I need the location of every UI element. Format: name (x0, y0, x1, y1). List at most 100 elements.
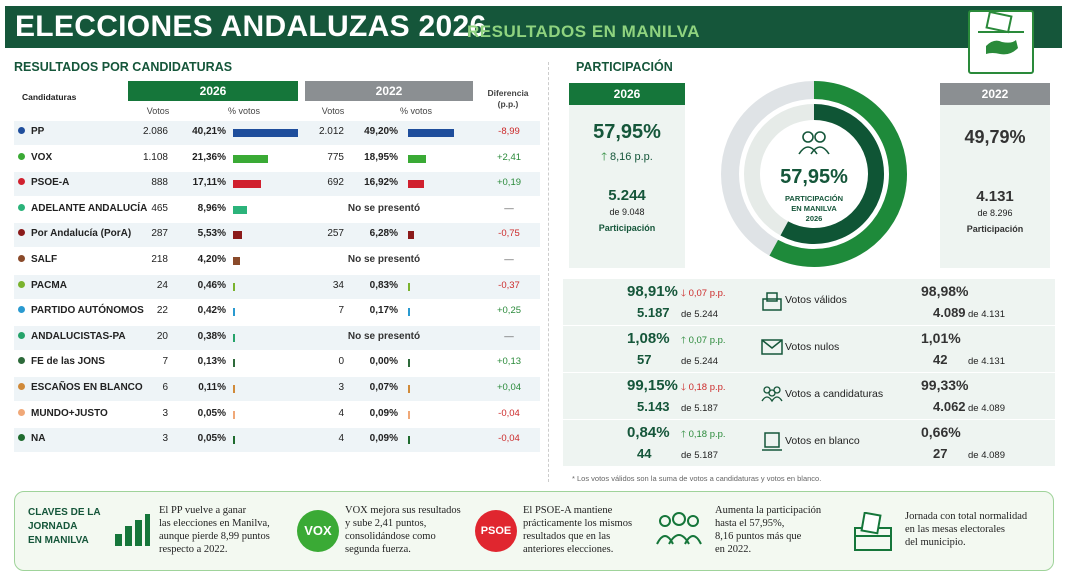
party-name: ESCAÑOS EN BLANCO (31, 382, 143, 393)
votos-2026: 218 (151, 254, 168, 265)
diferencia: +2,41 (496, 151, 522, 163)
clave-line: 8,16 puntos más que (715, 531, 802, 542)
bar-2026 (233, 333, 235, 342)
party-dot (18, 434, 25, 442)
table-row: PP 2.086 40,21% 2.012 49,20% -8,99 (14, 121, 540, 145)
bar-2022 (408, 180, 424, 189)
no-presento: No se presentó (347, 202, 421, 214)
stat-count-2026: 5.187 (637, 305, 670, 320)
party-name: SALF (31, 254, 58, 265)
bar-2026 (233, 282, 235, 291)
clave-line: VOX mejora sus resultados (345, 505, 461, 516)
party-dot (18, 357, 25, 365)
censo-2022: de 8.296 (977, 208, 1013, 218)
votos-2022: 692 (327, 177, 344, 189)
clave-line: en 2022. (715, 544, 752, 555)
party-dot (18, 203, 25, 211)
votos-2022: 4 (338, 407, 344, 419)
votos-header-2026: Votos (146, 106, 170, 116)
votos-2022: 3 (338, 382, 344, 393)
stat-delta-text: 0,18 p.p. (688, 429, 726, 440)
stat-count-2026: 5.143 (637, 399, 670, 414)
party-dot (18, 229, 25, 237)
year-2022-label: 2022 (940, 83, 1050, 105)
table-row: SALF 218 4,20% No se presentó — (14, 249, 540, 273)
pct-header-2026: % votos (227, 106, 260, 116)
participacion-delta-text: 8,16 p.p. (609, 151, 653, 163)
clave-line: y sube 2,41 puntos, (345, 518, 427, 529)
claves-panel: CLAVES DE LA JORNADA EN MANILVA El PP vu… (14, 491, 1054, 571)
people-icon (718, 130, 910, 161)
candidate-name: VOX (14, 152, 52, 163)
pct-2026: 17,11% (192, 177, 226, 189)
arrow-down-icon: 🡓 (681, 382, 689, 393)
resultados-title: RESULTADOS POR CANDIDATURAS (14, 60, 233, 74)
stat-of-2026: de 5.187 (681, 450, 718, 461)
diferencia: -8,99 (498, 126, 520, 137)
party-name: FE de las JONS (31, 356, 105, 368)
table-row: PSOE-A 888 17,11% 692 16,92% +0,19 (14, 172, 540, 197)
pct-2026: 4,20% (197, 254, 226, 265)
clave-line: consolidándose como (345, 531, 436, 542)
party-dot (18, 127, 25, 134)
table-row: ANDALUCISTAS-PA 20 0,38% No se presentó — (14, 325, 540, 350)
candidate-name: ESCAÑOS EN BLANCO (14, 382, 143, 393)
votos-2026: 3 (162, 407, 168, 419)
pct-2022: 0,09% (369, 433, 398, 445)
arrow-up-icon: 🡑 (681, 429, 689, 440)
party-name: VOX (31, 151, 53, 163)
candidate-name: ADELANTE ANDALUCÍA (14, 203, 147, 214)
donut-label-1: PARTICIPACIÓN (784, 194, 844, 203)
votos-2022: 4 (338, 433, 344, 445)
clave-line: segunda fuerza. (345, 544, 411, 555)
party-dot (18, 408, 25, 416)
party-name: PACMA (31, 279, 67, 291)
stat-delta: 🡓 0,18 p.p. (681, 380, 726, 396)
stat-of-2022: de 4.089 (968, 450, 1005, 461)
clave-line: las elecciones en Manilva, (159, 518, 270, 529)
votos-2026: 465 (151, 202, 168, 214)
party-dot (18, 152, 25, 160)
clave-text: VOX mejora sus resultados y sube 2,41 pun… (345, 504, 461, 556)
votos-2026: 2.086 (142, 126, 168, 137)
candidate-name: NA (14, 433, 45, 444)
table-row: NA 3 0,05% 4 0,09% -0,04 (14, 428, 540, 453)
pct-header-2022: % votos (399, 106, 432, 116)
votos-2026: 6 (162, 382, 168, 393)
stat-of-2026: de 5.187 (681, 403, 718, 414)
table-row: FE de las JONS 7 0,13% 0 0,00% +0,13 (14, 351, 540, 375)
votantes-2022: 4.131 (976, 188, 1014, 205)
stat-count-2022: 42 (933, 352, 948, 367)
table-row: ESCAÑOS EN BLANCO 6 0,11% 3 0,07% +0,04 (14, 377, 540, 401)
bar-2022 (408, 231, 414, 240)
votos-2022: 7 (338, 305, 344, 317)
clave-line: Jornada con total normalidad (905, 511, 1028, 522)
stat-pct-2026: 99,15% (627, 377, 678, 394)
claves-title-2: JORNADA (28, 521, 78, 532)
votos-header-2022: Votos (321, 106, 345, 116)
bar-2022 (408, 282, 410, 291)
donut-arc-inner (780, 104, 884, 244)
psoe-logo-badge: PSOE (475, 510, 517, 552)
diferencia-header: Diferencia (487, 88, 529, 98)
pct-2022: 0,07% (369, 382, 398, 393)
votos-2026: 7 (162, 356, 168, 368)
stat-row: 98,91% 🡓 0,07 p.p. 5.187 de 5.244 Votos váli… (563, 279, 1055, 325)
pct-2026: 0,42% (197, 305, 226, 317)
diferencia: -0,04 (498, 433, 520, 445)
pct-2022: 16,92% (364, 177, 398, 189)
stat-of-2022: de 4.131 (968, 309, 1005, 320)
participacion-2026-card: 2026 57,95% 🡑 8,16 p.p. 5.244 de 9.048 P… (569, 83, 685, 268)
col-candidaturas: Candidaturas (22, 92, 77, 102)
candidate-name: PP (14, 126, 44, 137)
diferencia: — (504, 254, 514, 265)
table-row: VOX 1.108 21,36% 775 18,95% +2,41 (14, 147, 540, 171)
pct-2026: 0,11% (198, 382, 226, 393)
pct-2022: 0,00% (369, 356, 398, 368)
page-title: ELECCIONES ANDALUZAS 2026 (15, 10, 487, 43)
donut-label-3: 2026 (805, 214, 823, 223)
clave-line: El PP vuelve a ganar (159, 505, 247, 516)
candidate-name: MUNDO+JUSTO (14, 408, 108, 419)
votos-2022: 257 (327, 228, 344, 240)
stat-of-2026: de 5.244 (681, 309, 718, 320)
